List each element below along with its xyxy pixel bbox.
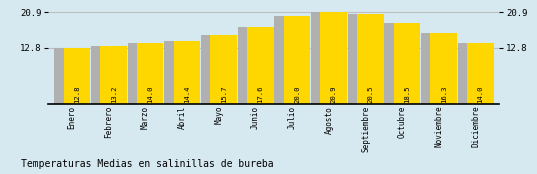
Bar <box>431 33 457 104</box>
Text: 16.3: 16.3 <box>441 85 447 103</box>
Bar <box>237 27 264 104</box>
Text: 17.6: 17.6 <box>257 85 263 103</box>
Text: 15.7: 15.7 <box>221 85 227 103</box>
Bar <box>394 23 420 104</box>
Text: Temperaturas Medias en salinillas de bureba: Temperaturas Medias en salinillas de bur… <box>21 159 274 169</box>
Bar <box>421 33 447 104</box>
Bar <box>201 35 227 104</box>
Bar <box>164 41 191 104</box>
Bar <box>458 43 484 104</box>
Text: 14.4: 14.4 <box>184 85 190 103</box>
Bar <box>347 14 374 104</box>
Bar <box>311 12 337 104</box>
Text: 12.8: 12.8 <box>74 85 80 103</box>
Text: 18.5: 18.5 <box>404 85 410 103</box>
Bar <box>54 48 81 104</box>
Bar <box>467 43 494 104</box>
Bar <box>100 46 127 104</box>
Bar <box>357 14 383 104</box>
Bar <box>211 35 237 104</box>
Text: 20.0: 20.0 <box>294 85 300 103</box>
Bar <box>321 12 347 104</box>
Text: 20.5: 20.5 <box>367 85 373 103</box>
Bar <box>137 43 163 104</box>
Bar <box>274 16 301 104</box>
Text: 13.2: 13.2 <box>111 85 117 103</box>
Bar <box>91 46 117 104</box>
Bar <box>384 23 411 104</box>
Bar <box>128 43 154 104</box>
Text: 20.9: 20.9 <box>331 85 337 103</box>
Bar <box>284 16 310 104</box>
Bar <box>174 41 200 104</box>
Text: 14.0: 14.0 <box>477 85 483 103</box>
Bar <box>64 48 90 104</box>
Bar <box>247 27 273 104</box>
Text: 14.0: 14.0 <box>147 85 153 103</box>
